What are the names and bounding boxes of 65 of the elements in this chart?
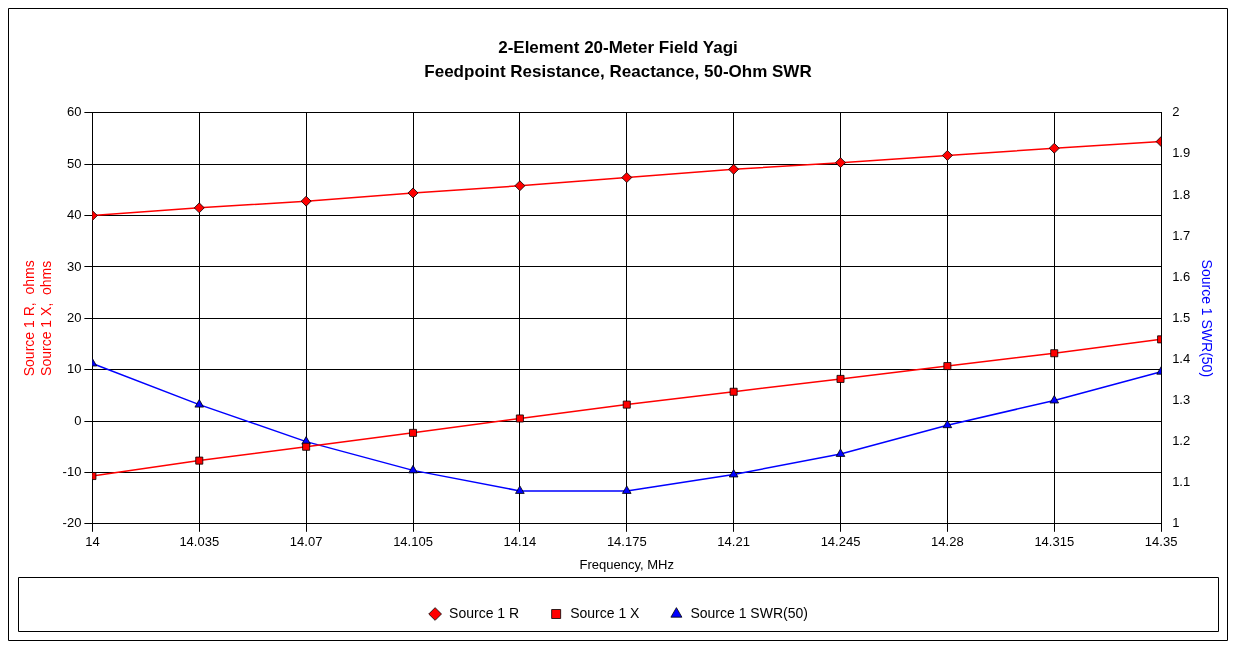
y-tick-label: -10 [62,464,82,479]
y-tick-label: 60 [66,104,82,120]
point [514,180,526,192]
point [621,172,633,183]
point [728,163,740,175]
point [194,399,204,408]
point [835,448,846,457]
x-tick-label: 14.28 [931,534,964,550]
x-tick-label: 14.21 [717,534,750,550]
y2-axis-title: Source 1 SWR(50) [1198,259,1215,378]
y-tick-label: 10 [66,361,82,377]
point [193,202,205,214]
y2-tick-label: 1.7 [1172,227,1191,243]
point [1050,349,1059,358]
y2-tick-label: 1.2 [1172,433,1191,449]
x-tick-label: 14.14 [503,534,537,550]
legend-label: Source 1 X [570,604,641,621]
point [622,485,632,494]
chart-title: 2-Element 20-Meter Field Yagi [498,37,738,57]
x-tick-label: 14.35 [1144,534,1178,550]
y2-tick-label: 1.1 [1172,474,1191,490]
point [515,414,524,423]
x-tick-label: 14.035 [179,534,220,550]
point [836,374,845,383]
point [300,195,312,207]
y-tick-label: 30 [66,258,82,274]
point [195,456,204,465]
y2-tick-label: 1 [1172,515,1180,531]
point [941,150,953,161]
x-tick-label: 14.315 [1034,534,1075,550]
y2-tick-label: 1.3 [1172,392,1191,408]
point [515,485,525,494]
y-tick-label: 0 [74,412,82,428]
legend-label: Source 1 R [449,604,520,621]
point [302,442,311,451]
point [407,187,419,199]
y-tick-label: 20 [66,309,82,325]
point [1048,142,1060,154]
x-tick-label: 14.07 [289,534,323,550]
chart-subtitle: Feedpoint Resistance, Reactance, 50-Ohm SWR [424,62,812,82]
x-tick-label: 14.105 [393,534,433,550]
y2-tick-label: 1.9 [1172,145,1191,161]
legend-label: Source 1 SWR(50) [690,604,808,621]
y-axis-title: Source 1 R, ohms Source 1 X, ohms [21,260,55,377]
y2-tick-label: 1.5 [1172,309,1191,325]
x-tick-label: 14 [85,534,100,550]
point [1049,395,1059,404]
point [729,387,738,396]
y2-tick-label: 1.8 [1172,186,1191,202]
y2-tick-label: 1.6 [1172,268,1191,284]
x-axis-title: Frequency, MHz [579,556,674,572]
point [835,157,846,169]
point [409,428,417,437]
x-tick-label: 14.245 [820,534,861,550]
y-tick-label: 50 [66,155,82,171]
y2-tick-label: 2 [1172,104,1180,120]
point [728,469,739,478]
y2-tick-label: 1.4 [1172,350,1191,366]
point [408,464,418,474]
point [622,400,631,409]
y-tick-label: 40 [66,207,82,223]
y-tick-label: -20 [62,515,82,531]
point [943,362,952,371]
x-tick-label: 14.175 [606,534,647,550]
point [942,419,953,429]
